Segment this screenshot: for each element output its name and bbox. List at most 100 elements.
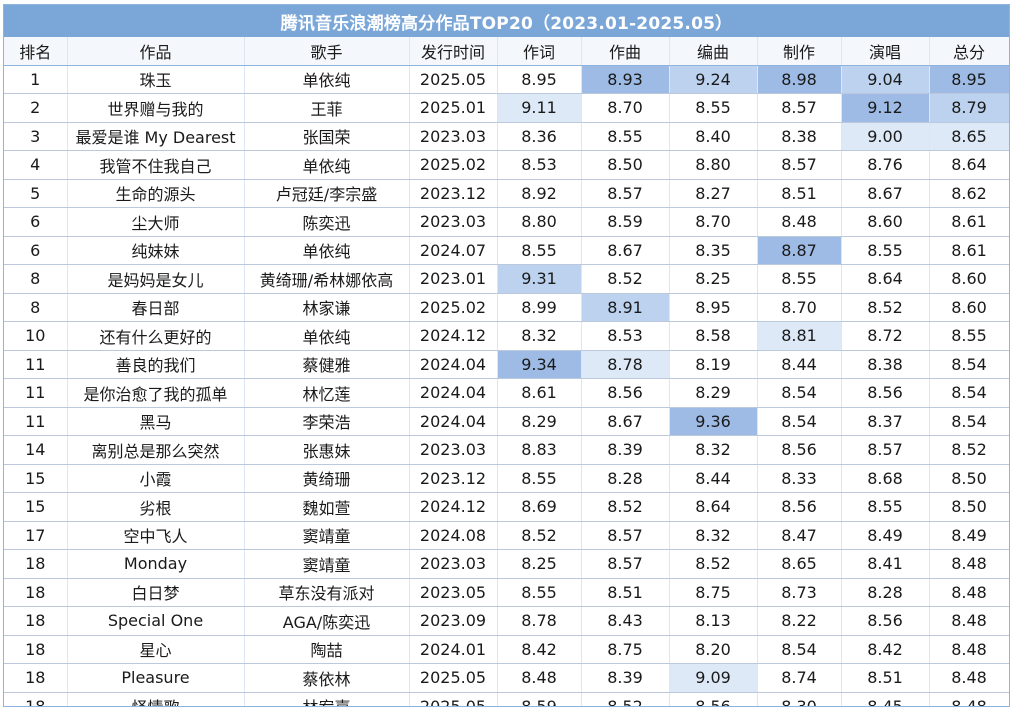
cell-artist: 草东没有派对 <box>244 578 410 607</box>
cell-vocals: 8.64 <box>841 264 930 294</box>
cell-work: 还有什么更好的 <box>67 321 245 351</box>
cell-rank: 18 <box>4 692 68 706</box>
cell-vocals: 8.52 <box>841 293 930 322</box>
cell-work: 是妈妈是女儿 <box>67 264 245 294</box>
cell-arrangement: 8.29 <box>669 378 758 408</box>
cell-lyrics: 8.52 <box>497 521 582 550</box>
cell-work: 黑马 <box>67 407 245 436</box>
table-row: 18怪情歌林宥嘉2025.058.598.528.568.308.458.48 <box>4 692 1009 706</box>
cell-work: 小霞 <box>67 464 245 493</box>
cell-lyrics: 8.36 <box>497 122 582 151</box>
header-production: 制作 <box>757 37 842 66</box>
cell-composition: 8.70 <box>581 93 670 123</box>
cell-composition: 8.57 <box>581 179 670 208</box>
header-arrangement: 编曲 <box>669 37 758 66</box>
cell-date: 2025.02 <box>409 293 498 322</box>
cell-date: 2025.05 <box>409 663 498 693</box>
cell-composition: 8.52 <box>581 492 670 522</box>
cell-artist: 张惠妹 <box>244 435 410 465</box>
cell-arrangement: 8.70 <box>669 207 758 237</box>
cell-production: 8.73 <box>757 578 842 607</box>
cell-production: 8.54 <box>757 378 842 408</box>
cell-date: 2024.04 <box>409 378 498 408</box>
cell-production: 8.30 <box>757 692 842 706</box>
cell-rank: 3 <box>4 122 68 151</box>
cell-work: 白日梦 <box>67 578 245 607</box>
cell-lyrics: 8.48 <box>497 663 582 693</box>
table-row: 15 小霞 黄绮珊 2023.12 8.55 8.28 8.44 8.33 8.68 8.50 <box>4 464 1009 493</box>
cell-artist: 张国荣 <box>244 122 410 151</box>
cell-total: 8.61 <box>929 236 1009 265</box>
cell-work: 生命的源头 <box>67 179 245 208</box>
cell-rank: 6 <box>4 236 68 265</box>
cell-work: 善良的我们 <box>67 350 245 379</box>
cell-production: 8.47 <box>757 521 842 550</box>
cell-artist: 窦靖童 <box>244 549 410 579</box>
cell-production: 8.38 <box>757 122 842 151</box>
table-row: 17 空中飞人 窦靖童 2024.08 8.52 8.57 8.32 8.47 8.49 8.49 <box>4 521 1009 550</box>
cell-date: 2023.03 <box>409 122 498 151</box>
cell-artist: 窦靖童 <box>244 521 410 550</box>
cell-work: 是你治愈了我的孤单 <box>67 378 245 408</box>
cell-vocals: 8.67 <box>841 179 930 208</box>
table-row: 18 Monday 窦靖童 2023.03 8.25 8.57 8.52 8.65 8.41 8.… <box>4 549 1009 579</box>
cell-production: 8.87 <box>757 236 842 265</box>
cell-vocals: 8.72 <box>841 321 930 351</box>
cell-lyrics: 8.55 <box>497 236 582 265</box>
cell-production: 8.81 <box>757 321 842 351</box>
cell-date: 2024.12 <box>409 492 498 522</box>
cell-vocals: 8.28 <box>841 578 930 607</box>
cell-work: 星心 <box>67 635 245 664</box>
table-title: 腾讯音乐浪潮榜高分作品TOP20（2023.01-2025.05） <box>4 5 1009 37</box>
header-lyrics: 作词 <box>497 37 582 66</box>
cell-composition: 8.39 <box>581 663 670 693</box>
table-row: 11 善良的我们 蔡健雅 2024.04 9.34 8.78 8.19 8.44 8.38 8.5… <box>4 350 1009 379</box>
cell-arrangement: 8.40 <box>669 122 758 151</box>
cell-artist: 林家谦 <box>244 293 410 322</box>
cell-artist: 林忆莲 <box>244 378 410 408</box>
cell-composition: 8.59 <box>581 207 670 237</box>
header-vocals: 演唱 <box>841 37 930 66</box>
cell-artist: 陶喆 <box>244 635 410 664</box>
cell-total: 8.48 <box>929 549 1009 579</box>
cell-production: 8.54 <box>757 407 842 436</box>
cell-arrangement: 8.27 <box>669 179 758 208</box>
cell-arrangement: 9.24 <box>669 65 758 94</box>
cell-composition: 8.67 <box>581 407 670 436</box>
ranking-table: 排名 作品 歌手 发行时间 作词 作曲 编曲 制作 演唱 总分 1 珠玉 单依纯 20… <box>4 37 1009 706</box>
cell-arrangement: 9.36 <box>669 407 758 436</box>
cell-artist: 蔡健雅 <box>244 350 410 379</box>
cell-vocals: 8.41 <box>841 549 930 579</box>
cell-arrangement: 8.13 <box>669 606 758 636</box>
cell-lyrics: 8.83 <box>497 435 582 465</box>
cell-date: 2024.04 <box>409 407 498 436</box>
cell-arrangement: 8.75 <box>669 578 758 607</box>
ranking-table-frame: 腾讯音乐浪潮榜高分作品TOP20（2023.01-2025.05） 排名 作品 … <box>3 4 1010 707</box>
cell-composition: 8.57 <box>581 549 670 579</box>
cell-production: 8.57 <box>757 93 842 123</box>
cell-artist: 林宥嘉 <box>244 692 410 706</box>
cell-work: 春日部 <box>67 293 245 322</box>
table-row: 18 Special One AGA/陈奕迅 2023.09 8.78 8.43 8.13 8… <box>4 606 1009 636</box>
cell-composition: 8.56 <box>581 378 670 408</box>
cell-lyrics: 9.31 <box>497 264 582 294</box>
cell-rank: 6 <box>4 207 68 237</box>
header-release-date: 发行时间 <box>409 37 498 66</box>
table-row: 10 还有什么更好的 单依纯 2024.12 8.32 8.53 8.58 8.81 8.72 8… <box>4 321 1009 351</box>
cell-vocals: 9.00 <box>841 122 930 151</box>
cell-total: 8.50 <box>929 492 1009 522</box>
cell-lyrics: 8.80 <box>497 207 582 237</box>
cell-arrangement: 8.52 <box>669 549 758 579</box>
cell-work: Monday <box>67 549 245 579</box>
cell-arrangement: 8.19 <box>669 350 758 379</box>
cell-artist: 单依纯 <box>244 65 410 94</box>
cell-work: 离别总是那么突然 <box>67 435 245 465</box>
cell-composition: 8.78 <box>581 350 670 379</box>
cell-date: 2023.01 <box>409 264 498 294</box>
cell-artist: AGA/陈奕迅 <box>244 606 410 636</box>
cell-arrangement: 8.32 <box>669 435 758 465</box>
cell-date: 2025.05 <box>409 65 498 94</box>
cell-rank: 18 <box>4 578 68 607</box>
cell-total: 8.48 <box>929 635 1009 664</box>
header-row: 排名 作品 歌手 发行时间 作词 作曲 编曲 制作 演唱 总分 <box>4 37 1009 66</box>
